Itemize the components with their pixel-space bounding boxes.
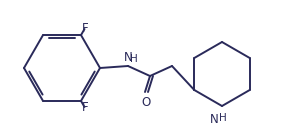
Text: F: F	[82, 21, 89, 35]
Text: F: F	[82, 101, 89, 115]
Text: H: H	[219, 113, 227, 123]
Text: N: N	[124, 51, 132, 64]
Text: N: N	[210, 113, 219, 126]
Text: O: O	[142, 96, 151, 109]
Text: H: H	[130, 54, 138, 64]
